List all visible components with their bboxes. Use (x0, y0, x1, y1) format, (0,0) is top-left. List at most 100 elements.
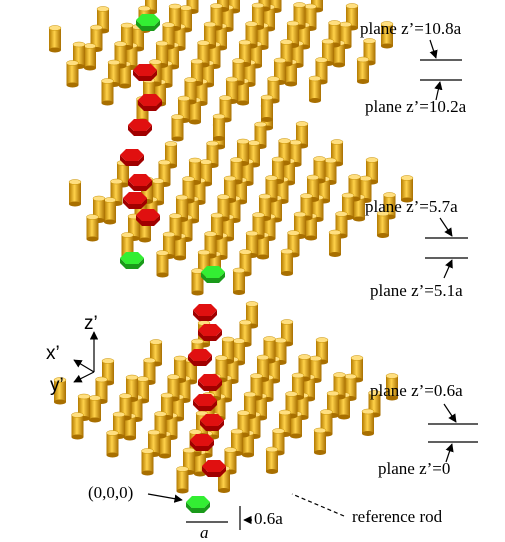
rod-top (233, 59, 245, 64)
rod-body (84, 46, 96, 68)
rod-top (113, 412, 125, 417)
rod-top (322, 39, 334, 44)
rod (102, 79, 114, 106)
rod-top (288, 231, 300, 236)
axis-y (74, 372, 94, 382)
rod-top (239, 40, 251, 45)
rod-body (266, 450, 278, 472)
rod-top (325, 158, 337, 163)
rod-bottom (89, 418, 101, 423)
rod-top (268, 77, 280, 82)
rod-top (255, 122, 267, 127)
rod-bottom (381, 44, 393, 49)
rod-top (273, 429, 285, 434)
rod-top (192, 339, 204, 344)
rod (142, 449, 154, 476)
rod (309, 76, 321, 103)
rod (87, 215, 99, 242)
rod-top (346, 4, 358, 9)
rod-body (281, 252, 293, 274)
rod-body (142, 451, 154, 473)
rod-body (329, 233, 341, 255)
rod-bottom (377, 233, 389, 238)
rod-bottom (102, 101, 114, 106)
rod-top (93, 196, 105, 201)
rod-top (72, 413, 84, 418)
rod-bottom (362, 431, 374, 436)
rod-top (290, 140, 302, 145)
rod-top (111, 179, 123, 184)
rod-top (307, 175, 319, 180)
rod-top (97, 7, 109, 12)
height-label: 0.6a (254, 509, 283, 528)
origin-label: (0,0,0) (88, 483, 133, 502)
rod-top (264, 337, 276, 342)
rod-body (362, 412, 374, 434)
rod-top (84, 44, 96, 49)
rod-top (126, 375, 138, 380)
rod-bottom (257, 255, 269, 260)
rod-bottom (172, 137, 184, 142)
rod-top (305, 4, 317, 9)
arrow (430, 40, 436, 58)
rod-top (150, 60, 162, 65)
rod-top (310, 356, 322, 361)
rod-bottom (87, 237, 99, 242)
rod-top (281, 320, 293, 325)
rod-body (261, 98, 273, 120)
arrow (440, 218, 452, 236)
rod-top (159, 160, 171, 165)
rod-body (72, 415, 84, 437)
rod-top (198, 41, 210, 46)
rod-top (122, 233, 134, 238)
rod-top (67, 61, 79, 66)
rod-body (157, 253, 169, 275)
rod-top (165, 142, 177, 147)
rod-body (309, 79, 321, 101)
axes (74, 332, 94, 382)
rod-top (78, 394, 90, 399)
rod-body (102, 81, 114, 103)
rod-bottom (329, 252, 341, 257)
rod-bottom (157, 273, 169, 278)
rod-top (257, 355, 269, 360)
rod (177, 467, 189, 494)
rod-top (163, 23, 175, 28)
rod (89, 396, 101, 423)
rod (261, 95, 273, 122)
rod-top (89, 396, 101, 401)
rod-top (253, 213, 265, 218)
rod-top (211, 4, 223, 9)
rod-top (246, 22, 258, 27)
rod (157, 251, 169, 278)
rod-top (121, 23, 133, 28)
plane-label: plane z’=5.1a (370, 281, 463, 300)
plane-label: plane z’=0.6a (370, 381, 463, 400)
rod-top (252, 3, 264, 8)
rod-body (104, 200, 116, 222)
rod-bottom (309, 98, 321, 103)
rod-top (299, 355, 311, 360)
rod-bottom (104, 220, 116, 225)
rod-body (177, 469, 189, 491)
rod-bottom (338, 415, 350, 420)
rod-body (172, 117, 184, 139)
rod-top (246, 302, 258, 307)
rod-top (226, 77, 238, 82)
rod-bottom (139, 238, 151, 243)
plane-label: plane z’=10.2a (365, 97, 467, 116)
rod-top (287, 21, 299, 26)
rod-top (108, 60, 120, 65)
rod-top (279, 139, 291, 144)
rod-top (314, 428, 326, 433)
rod-top (102, 359, 114, 364)
rod-top (272, 157, 284, 162)
rod (104, 198, 116, 225)
rod-top (161, 393, 173, 398)
rod-top (360, 176, 372, 181)
rod (213, 114, 225, 141)
axis-label: x’ (46, 343, 60, 364)
rod-bottom (290, 434, 302, 439)
rod-bottom (84, 66, 96, 71)
rod-top (225, 448, 237, 453)
